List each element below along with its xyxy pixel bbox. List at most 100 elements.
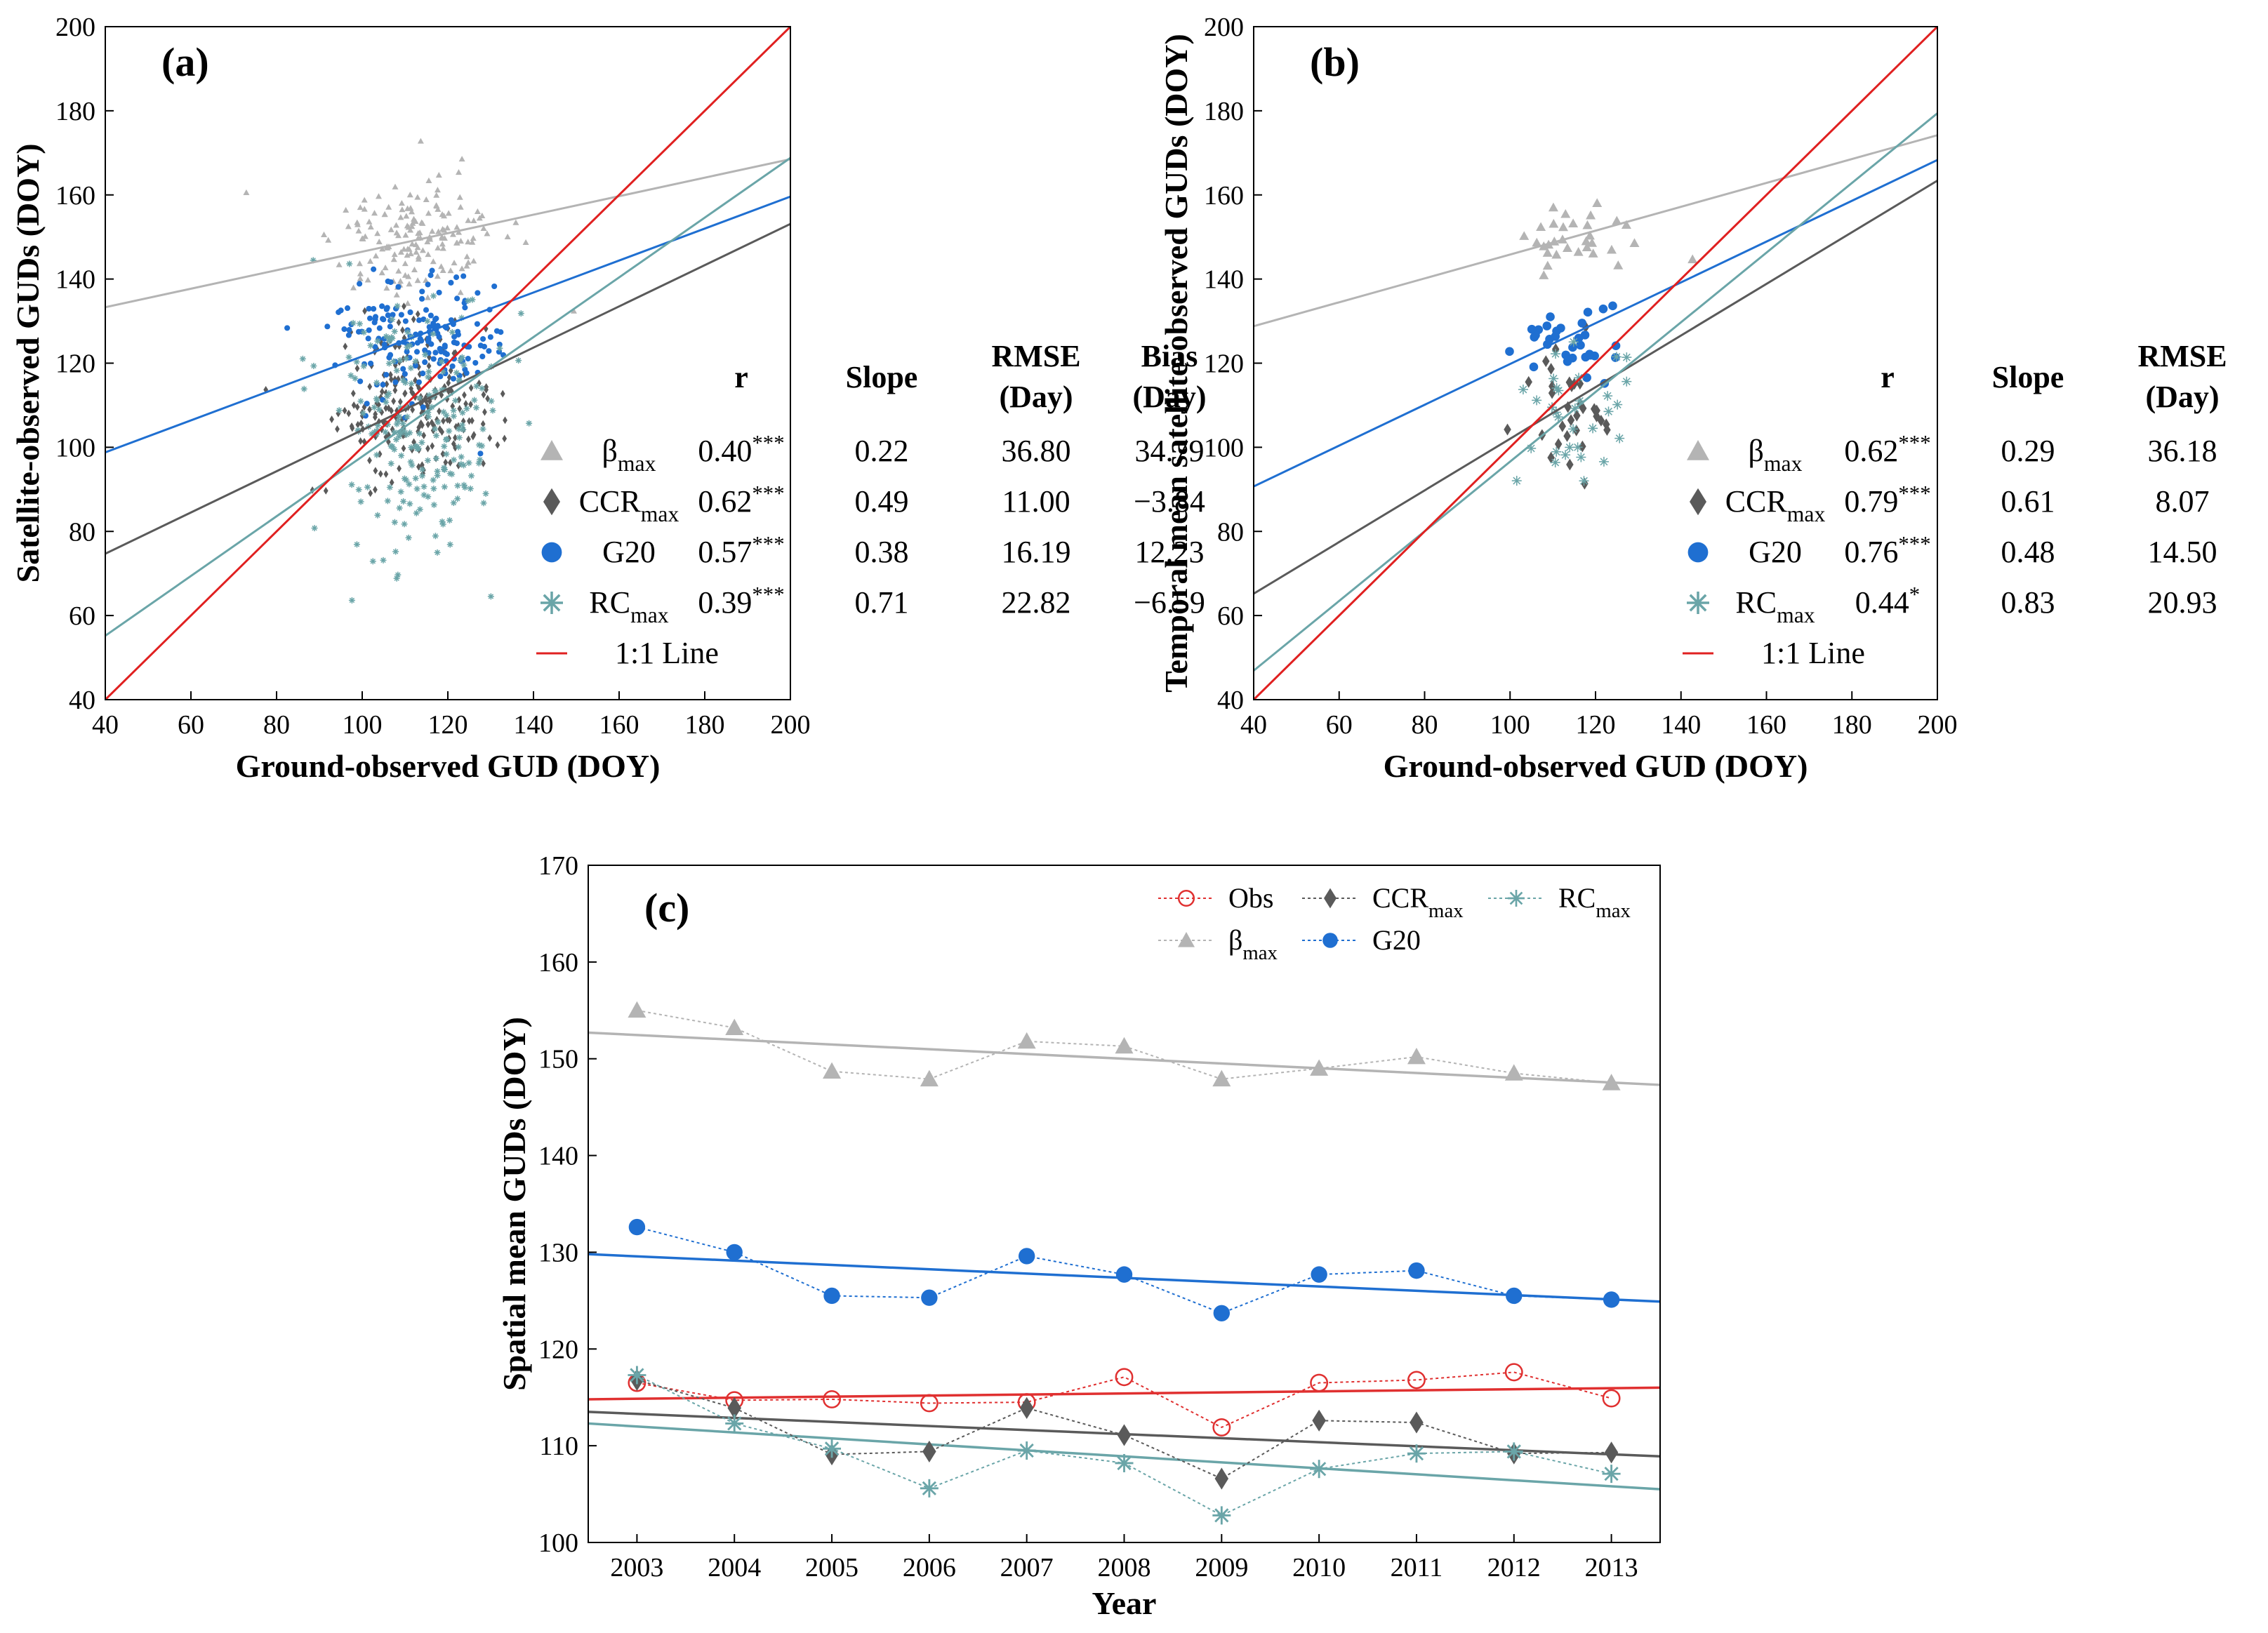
data-point xyxy=(468,384,474,392)
data-point xyxy=(402,302,406,310)
stats-header-bias: Bias xyxy=(1141,339,1198,373)
data-point xyxy=(450,456,457,463)
data-point xyxy=(300,385,307,392)
data-point xyxy=(448,279,454,286)
stat-slope-value: 0.48 xyxy=(2001,535,2055,569)
data-point xyxy=(1612,215,1622,225)
data-point xyxy=(1551,249,1562,259)
data-point xyxy=(380,316,387,323)
data-point xyxy=(1511,476,1522,486)
x-tick-label: 60 xyxy=(178,710,204,740)
data-point xyxy=(1614,433,1625,444)
data-point xyxy=(1310,1059,1329,1076)
data-point xyxy=(434,549,441,556)
data-point xyxy=(1622,352,1632,363)
data-point xyxy=(392,386,398,394)
x-tick-label: 60 xyxy=(1326,710,1353,740)
data-point xyxy=(415,253,422,260)
stats-header-rmse: RMSE xyxy=(2137,339,2227,373)
data-point xyxy=(406,192,413,198)
legend-item: CCRmax xyxy=(1302,882,1464,922)
data-point xyxy=(411,438,416,446)
data-point xyxy=(373,451,380,458)
data-point xyxy=(383,470,389,479)
data-point xyxy=(450,375,456,382)
data-point xyxy=(382,264,389,271)
data-point xyxy=(359,235,366,241)
data-point xyxy=(387,460,394,467)
data-point xyxy=(450,413,457,420)
data-point xyxy=(453,434,458,442)
data-point xyxy=(420,483,427,490)
data-point xyxy=(359,419,364,427)
stats-header-rmse: RMSE xyxy=(991,339,1080,373)
data-point xyxy=(439,241,446,247)
data-point xyxy=(1532,237,1542,247)
data-point xyxy=(355,486,362,493)
y-tick-label: 100 xyxy=(538,1528,578,1558)
data-point xyxy=(378,469,383,478)
data-point xyxy=(456,194,463,200)
data-point xyxy=(425,444,430,453)
data-point xyxy=(465,356,471,362)
stat-rmse-value: 8.07 xyxy=(2156,484,2210,519)
data-point xyxy=(1560,208,1571,218)
data-point xyxy=(404,205,411,211)
data-point xyxy=(395,433,402,440)
data-point xyxy=(459,409,466,416)
data-point xyxy=(383,371,390,378)
data-point xyxy=(920,1479,939,1498)
data-point xyxy=(1214,1467,1229,1490)
data-point xyxy=(628,1218,646,1236)
data-point xyxy=(470,417,475,425)
data-point xyxy=(387,226,394,232)
data-point xyxy=(393,291,400,298)
data-point xyxy=(412,358,419,365)
panel-a-scatter: 40 60 80 100 120 140 160 180 200 40 60 80 100 120 140 1… xyxy=(10,13,1207,784)
data-point xyxy=(628,1001,646,1018)
stat-rmse-value: 36.18 xyxy=(2148,434,2217,468)
data-point xyxy=(460,481,467,488)
data-point xyxy=(1542,248,1553,257)
data-point xyxy=(411,315,416,324)
data-point xyxy=(441,417,446,425)
x-axis-label: Ground-observed GUD (DOY) xyxy=(236,748,661,784)
data-point xyxy=(456,396,462,404)
series-line xyxy=(637,1379,1612,1480)
data-point xyxy=(1115,1266,1133,1283)
data-point xyxy=(1603,1291,1620,1308)
data-point xyxy=(383,399,390,406)
y-tick-label: 110 xyxy=(539,1432,578,1461)
plot-area xyxy=(105,27,790,700)
data-point xyxy=(1602,1389,1621,1408)
data-point xyxy=(364,276,371,283)
legend-marker xyxy=(1687,592,1709,614)
data-point xyxy=(1525,375,1532,388)
data-point xyxy=(353,359,360,366)
data-point xyxy=(440,408,447,415)
data-point xyxy=(483,325,489,333)
data-point xyxy=(1019,1397,1034,1419)
data-point xyxy=(384,380,390,388)
data-point xyxy=(383,333,390,340)
data-point xyxy=(336,407,343,414)
data-point xyxy=(452,397,459,404)
data-point xyxy=(512,219,519,225)
data-point xyxy=(374,512,381,519)
legend-marker xyxy=(1690,488,1706,516)
data-point xyxy=(1582,373,1591,382)
legend-marker xyxy=(541,592,563,614)
data-point xyxy=(462,391,467,399)
y-tick-label: 120 xyxy=(55,349,95,379)
data-point xyxy=(376,406,383,413)
y-axis-label: Temporal mean satellite-observed GUDs (D… xyxy=(1158,34,1194,693)
data-point xyxy=(1565,376,1574,389)
data-point xyxy=(357,270,364,276)
data-point xyxy=(453,224,460,230)
data-point xyxy=(394,302,401,309)
data-point xyxy=(1567,414,1575,427)
y-tick-label: 130 xyxy=(538,1238,578,1267)
data-point xyxy=(470,217,477,223)
x-tick-label: 80 xyxy=(1412,710,1438,740)
data-point xyxy=(432,455,439,462)
